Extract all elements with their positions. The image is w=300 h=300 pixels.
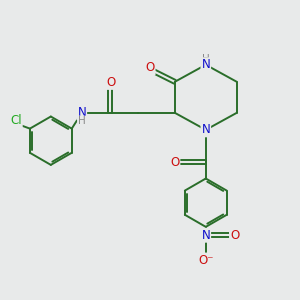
Text: N: N xyxy=(201,58,210,71)
Text: O: O xyxy=(230,229,239,242)
Text: H: H xyxy=(202,54,210,64)
Text: H: H xyxy=(78,116,86,127)
Text: Cl: Cl xyxy=(10,114,22,127)
Text: O⁻: O⁻ xyxy=(198,254,214,266)
Text: N: N xyxy=(77,106,86,119)
Text: O: O xyxy=(170,156,179,169)
Text: N: N xyxy=(201,229,210,242)
Text: O: O xyxy=(106,76,116,89)
Text: O: O xyxy=(146,61,154,74)
Text: N: N xyxy=(201,123,210,136)
